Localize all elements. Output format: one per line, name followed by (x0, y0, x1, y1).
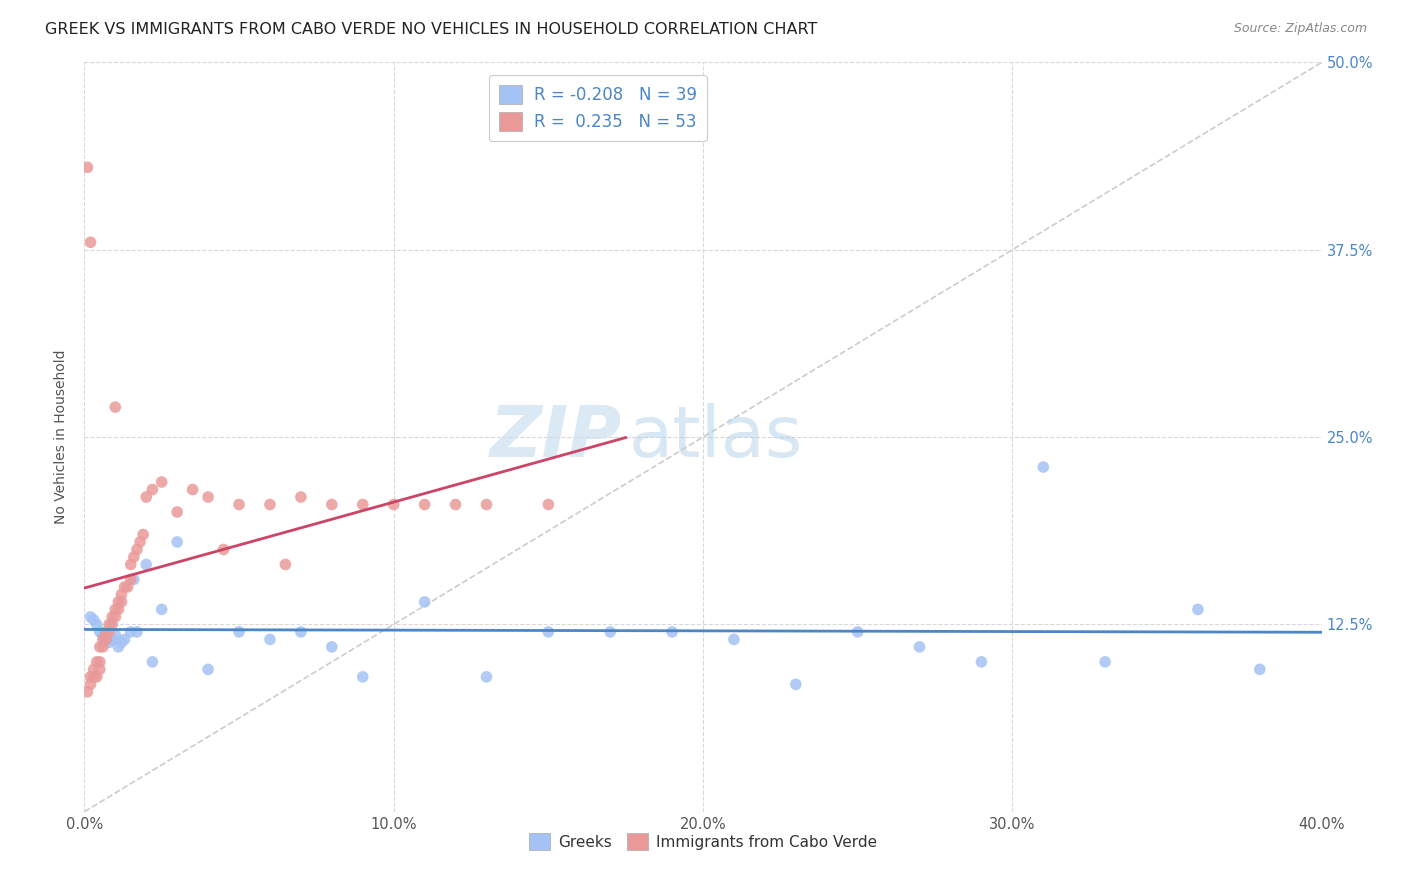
Point (970, 655, 993, 669)
Y-axis label: No Vehicles in Household: No Vehicles in Household (55, 350, 69, 524)
Point (79, 670, 101, 684)
Point (120, 573, 142, 587)
Text: ZIP: ZIP (491, 402, 623, 472)
Point (599, 624, 621, 639)
Point (129, 535, 152, 549)
Point (125, 542, 148, 557)
Point (274, 558, 297, 572)
Point (150, 475, 173, 489)
Point (83, 613, 105, 627)
Text: Source: ZipAtlas.com: Source: ZipAtlas.com (1233, 22, 1367, 36)
Point (135, 558, 157, 572)
Point (104, 628, 127, 642)
Text: GREEK VS IMMIGRANTS FROM CABO VERDE NO VEHICLES IN HOUSEHOLD CORRELATION CHART: GREEK VS IMMIGRANTS FROM CABO VERDE NO V… (45, 22, 817, 37)
Point (107, 602, 129, 616)
Point (1187, 602, 1209, 616)
Point (1249, 662, 1271, 676)
Point (110, 635, 132, 649)
Point (76, 161, 98, 175)
Point (83, 662, 105, 676)
Point (321, 498, 343, 512)
Point (120, 558, 142, 572)
Point (83, 670, 105, 684)
Point (1094, 655, 1116, 669)
Point (86, 655, 108, 669)
Point (104, 602, 127, 616)
Point (110, 587, 132, 601)
Point (197, 662, 219, 676)
Point (785, 677, 807, 691)
Point (212, 542, 235, 557)
Point (89, 640, 111, 654)
Point (120, 624, 142, 639)
Point (79, 677, 101, 691)
Point (228, 498, 250, 512)
Point (98, 617, 121, 632)
Point (79, 235, 101, 250)
Point (352, 670, 374, 684)
Point (141, 655, 163, 669)
Point (475, 670, 498, 684)
Point (101, 632, 124, 647)
Point (91, 632, 114, 647)
Point (94, 624, 117, 639)
Point (89, 624, 111, 639)
Point (166, 535, 188, 549)
Point (114, 632, 136, 647)
Legend: Greeks, Immigrants from Cabo Verde: Greeks, Immigrants from Cabo Verde (523, 827, 883, 856)
Point (79, 610, 101, 624)
Point (352, 498, 374, 512)
Text: atlas: atlas (628, 402, 803, 472)
Point (150, 602, 173, 616)
Point (94, 632, 117, 647)
Point (89, 655, 111, 669)
Point (86, 670, 108, 684)
Point (475, 498, 498, 512)
Point (107, 595, 129, 609)
Point (104, 610, 127, 624)
Point (135, 490, 157, 504)
Point (290, 490, 312, 504)
Point (413, 498, 436, 512)
Point (444, 498, 467, 512)
Point (98, 635, 121, 649)
Point (197, 490, 219, 504)
Point (259, 498, 281, 512)
Point (413, 595, 436, 609)
Point (110, 595, 132, 609)
Point (107, 640, 129, 654)
Point (1032, 460, 1054, 475)
Point (537, 624, 560, 639)
Point (661, 624, 683, 639)
Point (114, 580, 136, 594)
Point (141, 483, 163, 497)
Point (259, 632, 281, 647)
Point (76, 685, 98, 699)
Point (537, 498, 560, 512)
Point (104, 400, 127, 414)
Point (321, 640, 343, 654)
Point (122, 549, 145, 564)
Point (181, 483, 204, 497)
Point (101, 610, 124, 624)
Point (86, 617, 108, 632)
Point (228, 624, 250, 639)
Point (91, 640, 114, 654)
Point (132, 527, 155, 541)
Point (723, 632, 745, 647)
Point (125, 624, 148, 639)
Point (91, 628, 114, 642)
Point (382, 498, 405, 512)
Point (98, 624, 121, 639)
Point (101, 617, 124, 632)
Point (94, 632, 117, 647)
Point (908, 640, 931, 654)
Point (89, 662, 111, 676)
Point (290, 624, 312, 639)
Point (166, 505, 188, 519)
Point (117, 580, 139, 594)
Point (122, 573, 145, 587)
Point (846, 624, 869, 639)
